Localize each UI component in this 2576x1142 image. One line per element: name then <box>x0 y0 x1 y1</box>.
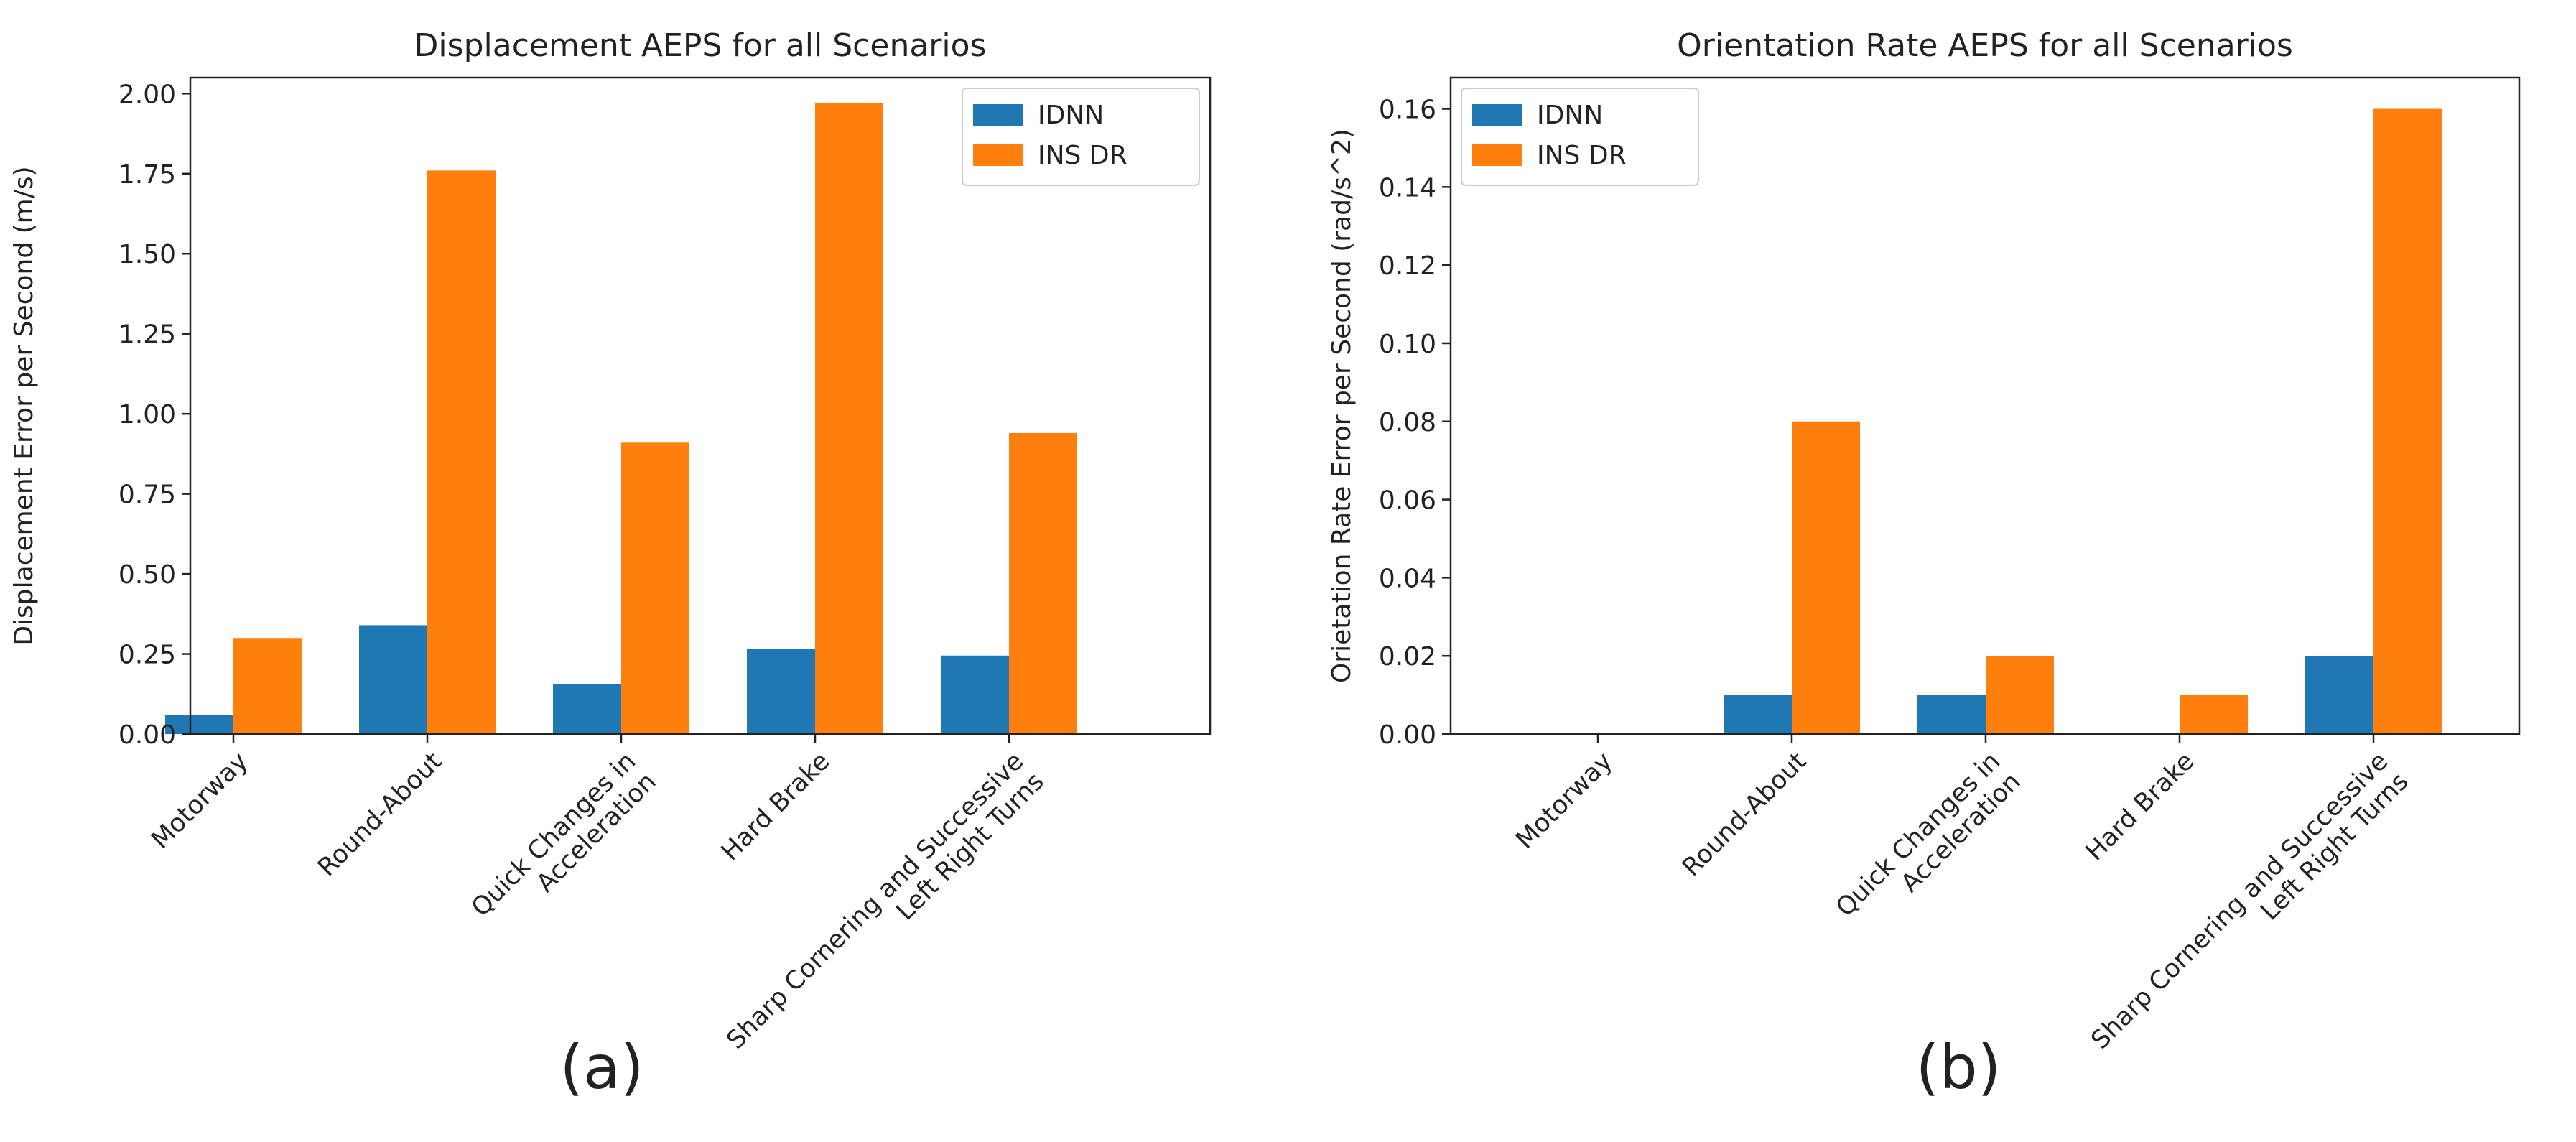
x-tick-label: Quick Changes inAcceleration <box>466 747 662 943</box>
y-tick-label: 2.00 <box>118 80 176 109</box>
y-tick-label: 0.02 <box>1379 642 1436 672</box>
chart-title: Orientation Rate AEPS for all Scenarios <box>1677 27 2293 64</box>
y-tick-label: 0.14 <box>1379 173 1436 203</box>
y-tick-label: 1.25 <box>118 320 176 350</box>
bar-ins-dr-1 <box>1792 421 1860 734</box>
bar-ins-dr-2 <box>621 442 689 734</box>
legend-label: INS DR <box>1038 141 1127 170</box>
bar-idnn-4 <box>941 655 1009 734</box>
y-tick-label: 0.25 <box>118 641 176 670</box>
x-tick-label: Hard Brake <box>716 747 835 866</box>
chart-panel-b: Orientation Rate AEPS for all Scenarios 0… <box>1327 27 2521 1102</box>
x-tick-label: Hard Brake <box>2080 747 2200 866</box>
x-tick-label-line: Sharp Cornering and Successive <box>722 747 1030 1055</box>
x-tick-label-line: Sharp Cornering and Successive <box>2086 747 2394 1055</box>
y-tick-label: 1.00 <box>118 400 176 430</box>
x-tick-label-line: Hard Brake <box>716 747 835 866</box>
bar-idnn-2 <box>1917 695 1986 734</box>
bar-ins-dr-4 <box>2373 108 2442 734</box>
x-tick-label-line: Motorway <box>1511 747 1619 855</box>
y-tick-label: 0.10 <box>1379 330 1436 359</box>
x-tick-label-line: Quick Changes in <box>1831 747 2006 922</box>
x-tick-label: Motorway <box>147 747 254 855</box>
y-tick-label: 0.16 <box>1379 96 1436 125</box>
legend-swatch <box>973 144 1023 166</box>
x-tick-label: Motorway <box>1511 747 1619 855</box>
bar-idnn-4 <box>2305 656 2373 734</box>
panel-label: (b) <box>1916 1032 2001 1102</box>
y-tick-label: 0.04 <box>1379 564 1436 593</box>
legend-label: INS DR <box>1537 141 1627 170</box>
y-tick-label: 0.75 <box>118 481 176 510</box>
bar-ins-dr-0 <box>233 638 302 734</box>
y-tick-label: 0.08 <box>1379 408 1436 437</box>
y-tick-label: 1.75 <box>118 160 176 190</box>
y-tick-label: 0.12 <box>1379 251 1436 281</box>
x-tick-label-line: Round-About <box>1677 747 1812 882</box>
chart-title: Displacement AEPS for all Scenarios <box>414 27 987 64</box>
bar-ins-dr-4 <box>1009 432 1077 734</box>
bar-idnn-1 <box>359 625 427 734</box>
x-tick-label-line: Round-About <box>312 747 447 882</box>
plot-frame <box>189 76 1212 735</box>
bar-ins-dr-1 <box>427 170 496 735</box>
y-tick-label: 0.00 <box>118 720 176 750</box>
y-tick-label: 1.50 <box>118 240 176 269</box>
bar-ins-dr-3 <box>815 103 883 735</box>
x-tick-label-line: Quick Changes in <box>466 747 641 922</box>
bar-ins-dr-3 <box>2180 695 2248 734</box>
x-tick-label: Quick Changes inAcceleration <box>1831 747 2027 943</box>
bar-idnn-0 <box>165 715 233 734</box>
y-axis-label: Orietation Rate Error per Second (rad/s^… <box>1327 129 1357 683</box>
x-tick-label: Round-About <box>312 747 447 882</box>
x-tick-label: Round-About <box>1677 747 1812 882</box>
y-tick-label: 0.00 <box>1379 720 1436 750</box>
x-tick-label-line: Hard Brake <box>2080 747 2200 866</box>
legend-swatch <box>973 104 1023 126</box>
legend-label: IDNN <box>1537 101 1603 130</box>
x-tick-label-line: Motorway <box>147 747 254 855</box>
bar-ins-dr-2 <box>1986 656 2054 734</box>
panel-label: (a) <box>559 1032 643 1102</box>
legend-swatch <box>1472 104 1522 126</box>
bar-idnn-3 <box>747 649 815 734</box>
bar-idnn-1 <box>1724 695 1792 734</box>
y-axis-label: Displacement Error per Second (m/s) <box>9 166 39 645</box>
y-tick-label: 0.06 <box>1379 486 1436 516</box>
bar-idnn-2 <box>553 684 621 734</box>
y-tick-label: 0.50 <box>118 560 176 590</box>
legend-label: IDNN <box>1038 101 1104 130</box>
chart-panel-a: Displacement AEPS for all Scenarios 0.00 0… <box>9 27 1212 1102</box>
legend-swatch <box>1472 144 1522 166</box>
